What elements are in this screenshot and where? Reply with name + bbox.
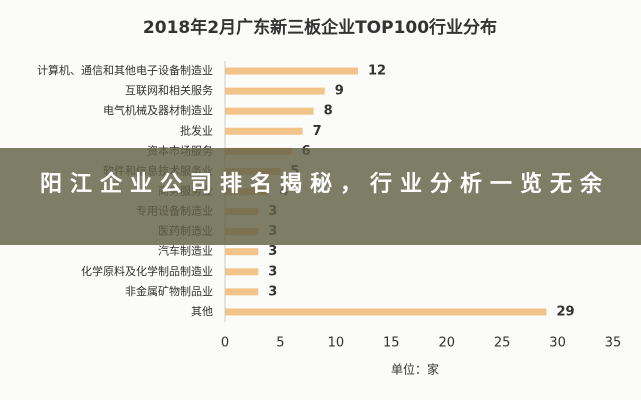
value-label: 8 [324, 104, 333, 119]
y-tick-label: 非金属矿物制品业 [125, 284, 213, 298]
bar [225, 87, 325, 95]
bar [225, 268, 259, 276]
x-tick-label: 20 [438, 336, 455, 351]
x-axis-label: 单位：家 [391, 362, 439, 377]
y-tick-label: 电气机械及器材制造业 [103, 103, 213, 117]
x-tick-label: 5 [276, 336, 284, 351]
bar [225, 107, 314, 115]
chart-title: 2018年2月广东新三板企业TOP100行业分布 [143, 17, 497, 38]
value-label: 29 [556, 304, 574, 319]
x-tick-label: 10 [328, 336, 345, 351]
y-tick-label: 互联网和相关服务 [125, 83, 213, 97]
y-tick-label: 汽车制造业 [158, 244, 213, 258]
x-tick-label: 30 [549, 336, 566, 351]
x-tick-label: 25 [494, 336, 511, 351]
value-label: 7 [313, 124, 322, 139]
y-tick-label: 其他 [191, 305, 213, 318]
x-tick-label: 15 [383, 336, 400, 351]
banner-text: 阳江企业公司排名揭秘，行业分析一览无余 [40, 172, 611, 197]
y-tick-label: 计算机、通信和其他电子设备制造业 [37, 63, 213, 77]
bar [225, 288, 259, 296]
value-label: 12 [368, 64, 386, 79]
bar [225, 248, 259, 256]
banner: 阳江企业公司排名揭秘，行业分析一览无余 [0, 148, 641, 245]
x-tick-label: 0 [221, 336, 229, 351]
bar [225, 308, 547, 316]
x-tick-label: 35 [605, 336, 622, 351]
value-label: 3 [268, 244, 277, 259]
value-label: 3 [268, 264, 277, 279]
value-label: 3 [268, 284, 277, 299]
value-label: 9 [335, 84, 344, 99]
y-tick-label: 化学原料及化学制品制造业 [81, 264, 213, 278]
bar [225, 127, 303, 135]
y-tick-label: 批发业 [180, 123, 213, 137]
bar [225, 67, 359, 75]
